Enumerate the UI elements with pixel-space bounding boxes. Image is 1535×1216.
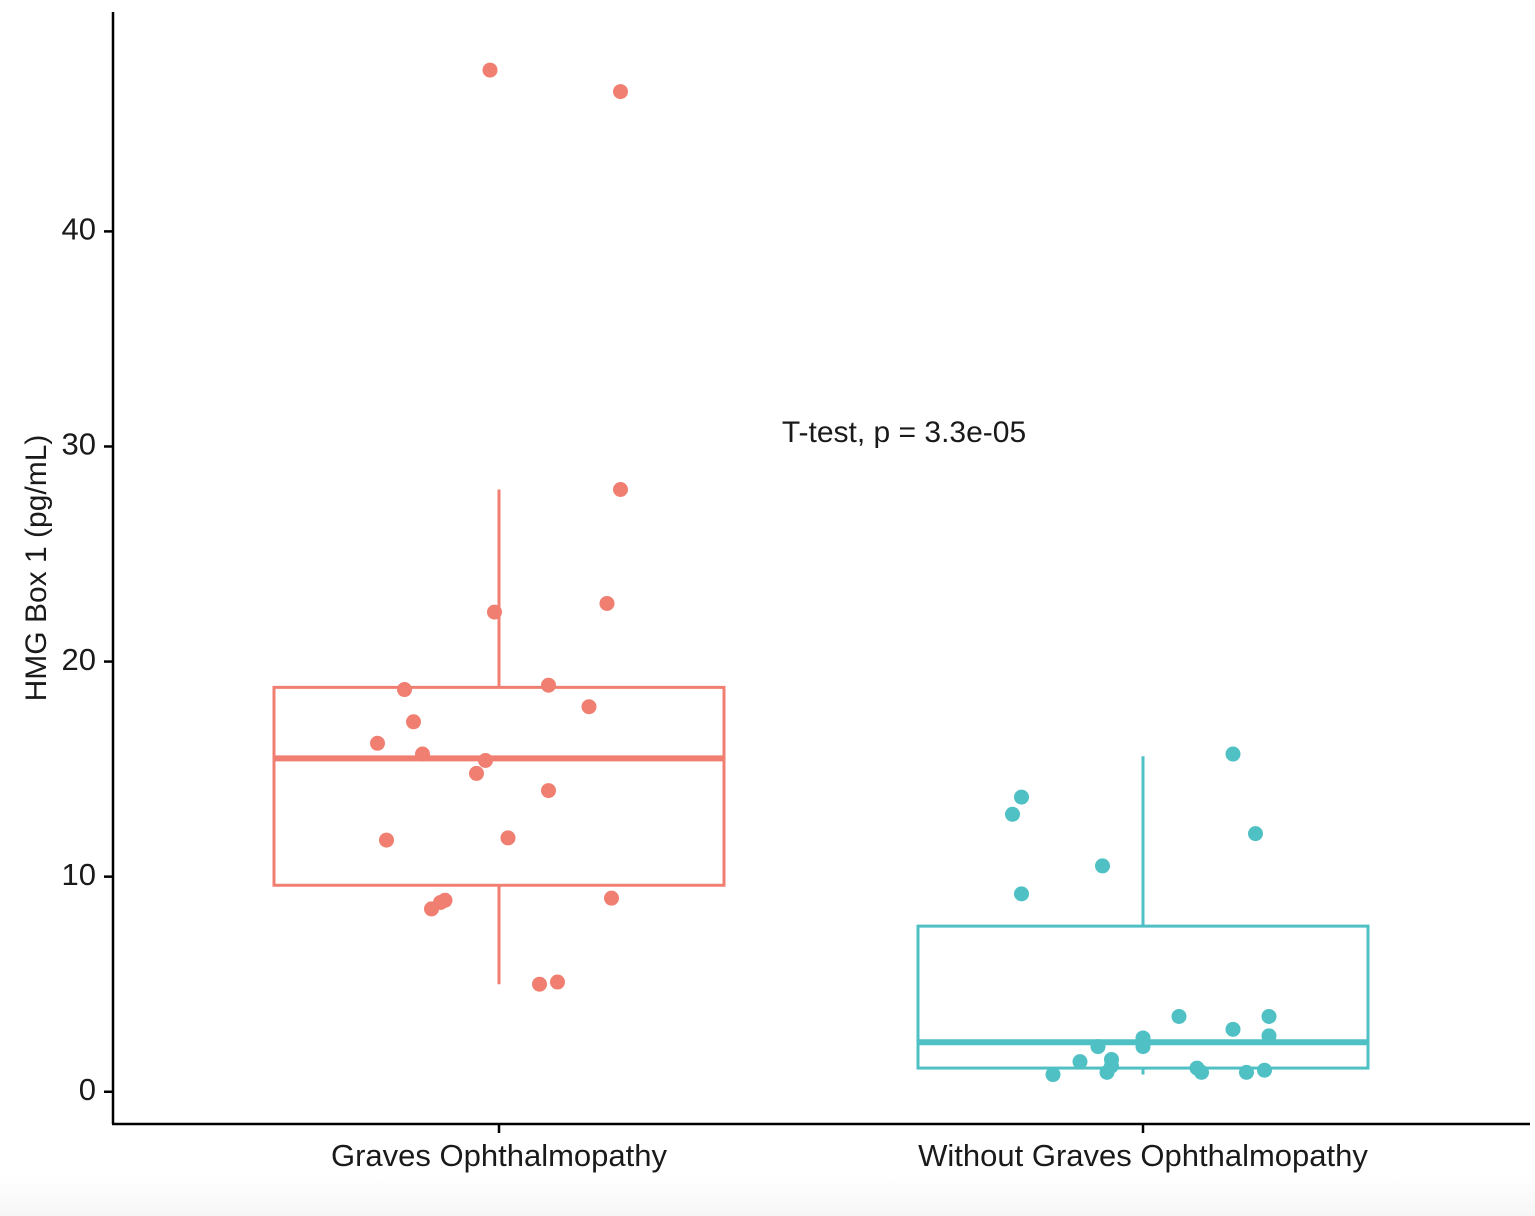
data-point (415, 746, 430, 762)
data-point (1194, 1064, 1209, 1080)
data-point (406, 714, 421, 730)
x-ticks: Graves Ophthalmopathy Without Graves Opht… (331, 1124, 1368, 1173)
data-point (532, 976, 547, 992)
y-tick-label: 20 (62, 642, 96, 677)
data-point (1045, 1067, 1061, 1083)
data-point (604, 890, 619, 906)
points-layer (370, 62, 1277, 1083)
y-tick-label: 10 (62, 857, 96, 892)
data-point (478, 753, 493, 769)
data-point (1014, 886, 1029, 902)
box-group-2 (916, 756, 1370, 1075)
data-point (581, 699, 597, 715)
y-ticks: 0 10 20 30 40 (62, 212, 113, 1107)
box-iqr (916, 924, 1370, 1070)
boxes-layer (272, 489, 1370, 1075)
data-point (1090, 1039, 1106, 1055)
data-point (550, 974, 565, 990)
data-point (613, 84, 628, 100)
data-point (1261, 1028, 1277, 1044)
data-point (1099, 1064, 1115, 1080)
y-tick-label: 40 (62, 212, 96, 247)
data-point (379, 832, 394, 848)
y-axis-title: HMG Box 1 (pg/mL) (20, 435, 53, 702)
data-point (487, 604, 502, 620)
axes-layer (111, 12, 1530, 1126)
data-point (1225, 1021, 1241, 1037)
data-point (1072, 1054, 1088, 1070)
data-point (1261, 1008, 1277, 1024)
data-point (541, 783, 556, 799)
data-point (469, 765, 484, 781)
data-point (1239, 1064, 1254, 1080)
data-point (1225, 746, 1241, 762)
data-point (370, 735, 385, 751)
data-point (1005, 806, 1020, 822)
y-tick-label: 30 (62, 427, 96, 462)
data-point (1171, 1008, 1187, 1024)
data-point (1135, 1039, 1151, 1055)
data-point (424, 901, 439, 917)
data-point (1014, 789, 1029, 805)
data-point (599, 595, 615, 611)
data-point (1095, 858, 1110, 874)
data-point (500, 830, 516, 846)
bottom-fade (0, 1175, 1535, 1216)
data-point (613, 481, 628, 497)
data-point (397, 682, 412, 698)
data-point (1257, 1062, 1272, 1078)
y-tick-label: 0 (79, 1072, 96, 1107)
data-point (482, 62, 498, 78)
box-iqr (272, 685, 726, 887)
x-tick-label: Without Graves Ophthalmopathy (918, 1138, 1368, 1173)
x-tick-label: Graves Ophthalmopathy (331, 1138, 668, 1173)
box-group-1 (272, 489, 726, 985)
data-point (541, 677, 556, 693)
t-test-annotation: T-test, p = 3.3e-05 (782, 416, 1026, 449)
data-point (1248, 826, 1263, 842)
